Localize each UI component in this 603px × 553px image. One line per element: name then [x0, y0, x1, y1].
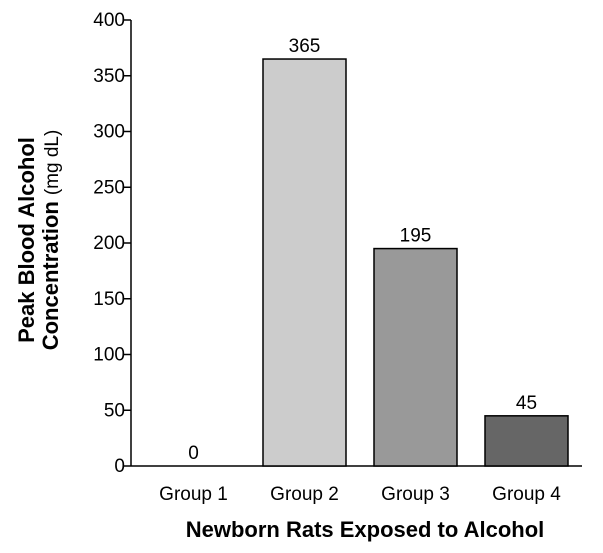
- y-tick-label: 0: [114, 456, 125, 477]
- x-axis-title: Newborn Rats Exposed to Alcohol: [186, 517, 545, 542]
- y-tick-label: 150: [93, 289, 125, 310]
- chart-labels: 0 Group 1 365 Group 2 195 Group 3 45 Group 4: [159, 36, 561, 505]
- chart-axes: 0 50 100 150 200 250 300 350 400: [93, 10, 582, 477]
- data-label: 365: [289, 36, 321, 57]
- x-tick-label: Group 4: [492, 484, 561, 505]
- y-axis-title-line2: Concentration (mg dL): [38, 130, 63, 351]
- y-tick-label: 400: [93, 10, 125, 31]
- data-label: 45: [516, 393, 537, 414]
- y-axis-title-line1: Peak Blood Alcohol: [14, 137, 39, 343]
- y-tick-label: 300: [93, 122, 125, 143]
- x-tick-label: Group 2: [270, 484, 339, 505]
- y-tick-label: 200: [93, 233, 125, 254]
- chart-bars: [262, 58, 569, 467]
- x-tick-label: Group 3: [381, 484, 450, 505]
- y-tick-label: 100: [93, 345, 125, 366]
- bar-group-3: [373, 247, 458, 467]
- x-tick-label: Group 1: [159, 484, 228, 505]
- y-tick-label: 250: [93, 177, 125, 198]
- data-label: 0: [188, 443, 199, 464]
- data-label: 195: [400, 226, 432, 247]
- y-axis-title-main: Concentration: [38, 201, 63, 350]
- bar-group-2: [262, 58, 347, 467]
- bar-group-4: [484, 415, 569, 467]
- y-tick-label: 50: [104, 400, 125, 421]
- y-tick-label: 350: [93, 66, 125, 87]
- y-axis-title-unit: (mg dL): [42, 130, 63, 195]
